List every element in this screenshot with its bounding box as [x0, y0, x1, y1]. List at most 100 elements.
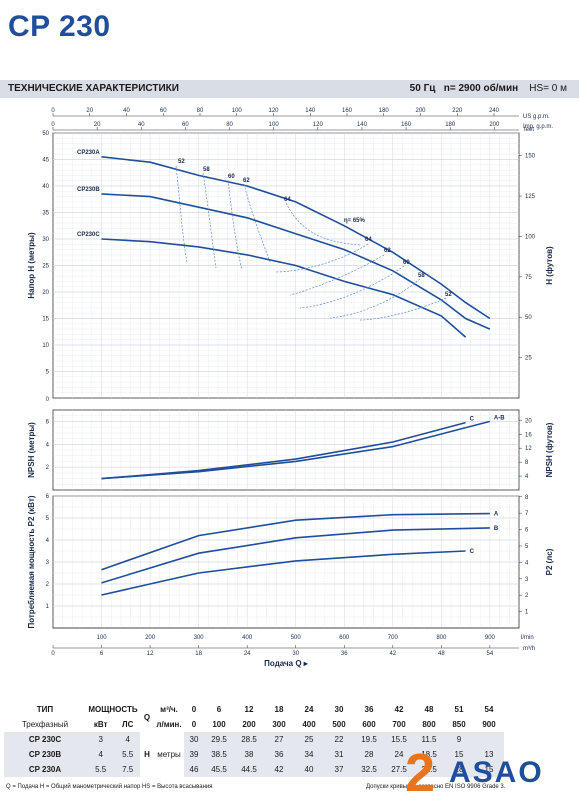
- lmin-tick-label: 700: [388, 635, 399, 641]
- cell: 27: [264, 732, 294, 747]
- efficiency-curve: [175, 165, 188, 263]
- lmin-tick-label: 900: [485, 635, 496, 641]
- cell-h-unit: метры: [154, 732, 184, 777]
- m3h-tick-label: 0: [51, 651, 55, 657]
- power-curve-A: [101, 512, 490, 571]
- lmin-tick-label: 600: [339, 635, 350, 641]
- efficiency-label: 52: [445, 292, 452, 298]
- power-y2-label: P2 (лс): [545, 548, 554, 575]
- cell: 38: [234, 747, 264, 762]
- us-gpm-tick-label: 200: [415, 108, 426, 114]
- power-y-tick: 1: [46, 604, 50, 610]
- power-y-tick: 3: [46, 560, 50, 566]
- cell-kw: 4: [86, 747, 116, 762]
- m3h-tick-label: 36: [341, 651, 348, 657]
- npsh-label-C: C: [470, 417, 475, 423]
- m3h-tick-label: 42: [389, 651, 396, 657]
- power-y2-tick: 3: [525, 577, 529, 583]
- th-c: 200: [242, 720, 256, 729]
- efficiency-label: 58: [203, 167, 210, 173]
- power-y2-tick: 1: [525, 610, 529, 616]
- cell: 28: [354, 747, 384, 762]
- th-phase: Трехфазный: [21, 720, 69, 729]
- m3h-tick-label: 48: [438, 651, 445, 657]
- cell-hp: 5.5: [115, 747, 140, 762]
- th-c: 48: [424, 705, 434, 714]
- us-gpm-tick-label: 220: [452, 108, 463, 114]
- head-y2-tick: 75: [525, 275, 532, 281]
- th-c: 24: [304, 705, 314, 714]
- cell: 44.5: [234, 762, 264, 777]
- table-row: CP 230C 3 4 H метры 30 29.5 28.5 27 25 2…: [4, 732, 504, 777]
- cell: 39: [184, 747, 204, 762]
- efficiency-curve: [359, 297, 447, 321]
- page-title: CP 230: [8, 10, 111, 43]
- series-label-CP230A: CP230A: [77, 150, 100, 156]
- head-curve-CP230A: [101, 156, 491, 320]
- npsh-y-label: NPSH (метры): [27, 422, 36, 478]
- performance-table: ТИП МОЩНОСТЬ Q м³/ч. 0 6 12 18 24 30 36 …: [4, 702, 504, 777]
- efficiency-curve: [243, 183, 271, 263]
- m3h-unit: m³/h: [523, 646, 535, 652]
- npsh-y-tick: 4: [46, 442, 50, 448]
- efficiency-curve: [202, 172, 217, 269]
- efficiency-curve: [227, 179, 243, 271]
- imp-gpm-tick-label: 120: [313, 122, 324, 128]
- m3h-tick-label: 6: [100, 651, 104, 657]
- cell-kw: 3: [86, 732, 116, 747]
- us-gpm-tick-label: 60: [160, 108, 167, 114]
- cell: 31: [324, 747, 354, 762]
- head-y2-tick: 100: [525, 234, 536, 240]
- efficiency-curve: [329, 278, 421, 319]
- power-y-tick: 6: [46, 494, 50, 500]
- cell: 9: [444, 732, 474, 747]
- logo-text: ASAO: [449, 756, 544, 789]
- table-row: CP 230A 5.5 7.5 46 45.5 44.5 42 40 37 32…: [4, 762, 504, 777]
- power-y2-tick: 4: [525, 560, 529, 566]
- power-y2-tick: 2: [525, 593, 529, 599]
- efficiency-curve: [285, 202, 361, 246]
- power-curve-B: [101, 527, 490, 584]
- imp-gpm-tick-label: 160: [401, 122, 412, 128]
- head-y-tick: 0: [46, 397, 50, 403]
- lmin-unit: l/min: [521, 635, 534, 641]
- power-curve-C: [101, 550, 466, 596]
- speed: n= 2900 об/мин: [443, 83, 519, 94]
- head-y-tick: 5: [46, 370, 50, 376]
- lmin-tick-label: 200: [145, 635, 156, 641]
- th-c: 0: [191, 720, 197, 729]
- cell: 11.5: [414, 732, 444, 747]
- spec-label: ТЕХНИЧЕСКИЕ ХАРАКТЕРИСТИКИ: [8, 83, 179, 94]
- lmin-tick-label: 800: [436, 635, 447, 641]
- cell: [474, 732, 504, 747]
- th-c: 700: [392, 720, 406, 729]
- series-label-CP230C: CP230C: [77, 232, 100, 238]
- efficiency-label: 52: [178, 159, 185, 165]
- cell: 27.5: [384, 762, 414, 777]
- head-curve-CP230C: [101, 238, 467, 338]
- footer-standard: Допуски кривых ... согласно EN ISO 9906 …: [366, 784, 506, 790]
- imp-gpm-unit: Imp. g.p.m.: [523, 124, 553, 130]
- th-c: 850: [452, 720, 466, 729]
- cell: 38.5: [204, 747, 234, 762]
- th-c: 6: [216, 705, 222, 714]
- efficiency-label: 62: [384, 248, 391, 254]
- th-c: 800: [422, 720, 436, 729]
- head-y2-tick: 125: [525, 194, 536, 200]
- th-c: 0: [191, 705, 197, 714]
- imp-gpm-tick-label: 180: [445, 122, 456, 128]
- cell-model: CP 230A: [4, 762, 86, 777]
- us-gpm-tick-label: 120: [268, 108, 279, 114]
- cell: 25: [294, 732, 324, 747]
- head-y-tick: 10: [42, 343, 49, 349]
- power-y-tick: 4: [46, 538, 50, 544]
- efficiency-label: 60: [403, 260, 410, 266]
- cell-hp: 4: [115, 732, 140, 747]
- th-c: 36: [364, 705, 374, 714]
- cell: 24: [384, 747, 414, 762]
- head-y2-tick: 150: [525, 154, 536, 160]
- efficiency-curve: [289, 254, 385, 296]
- npsh-label-A-B: A-B: [494, 415, 505, 421]
- us-gpm-tick-label: 180: [379, 108, 390, 114]
